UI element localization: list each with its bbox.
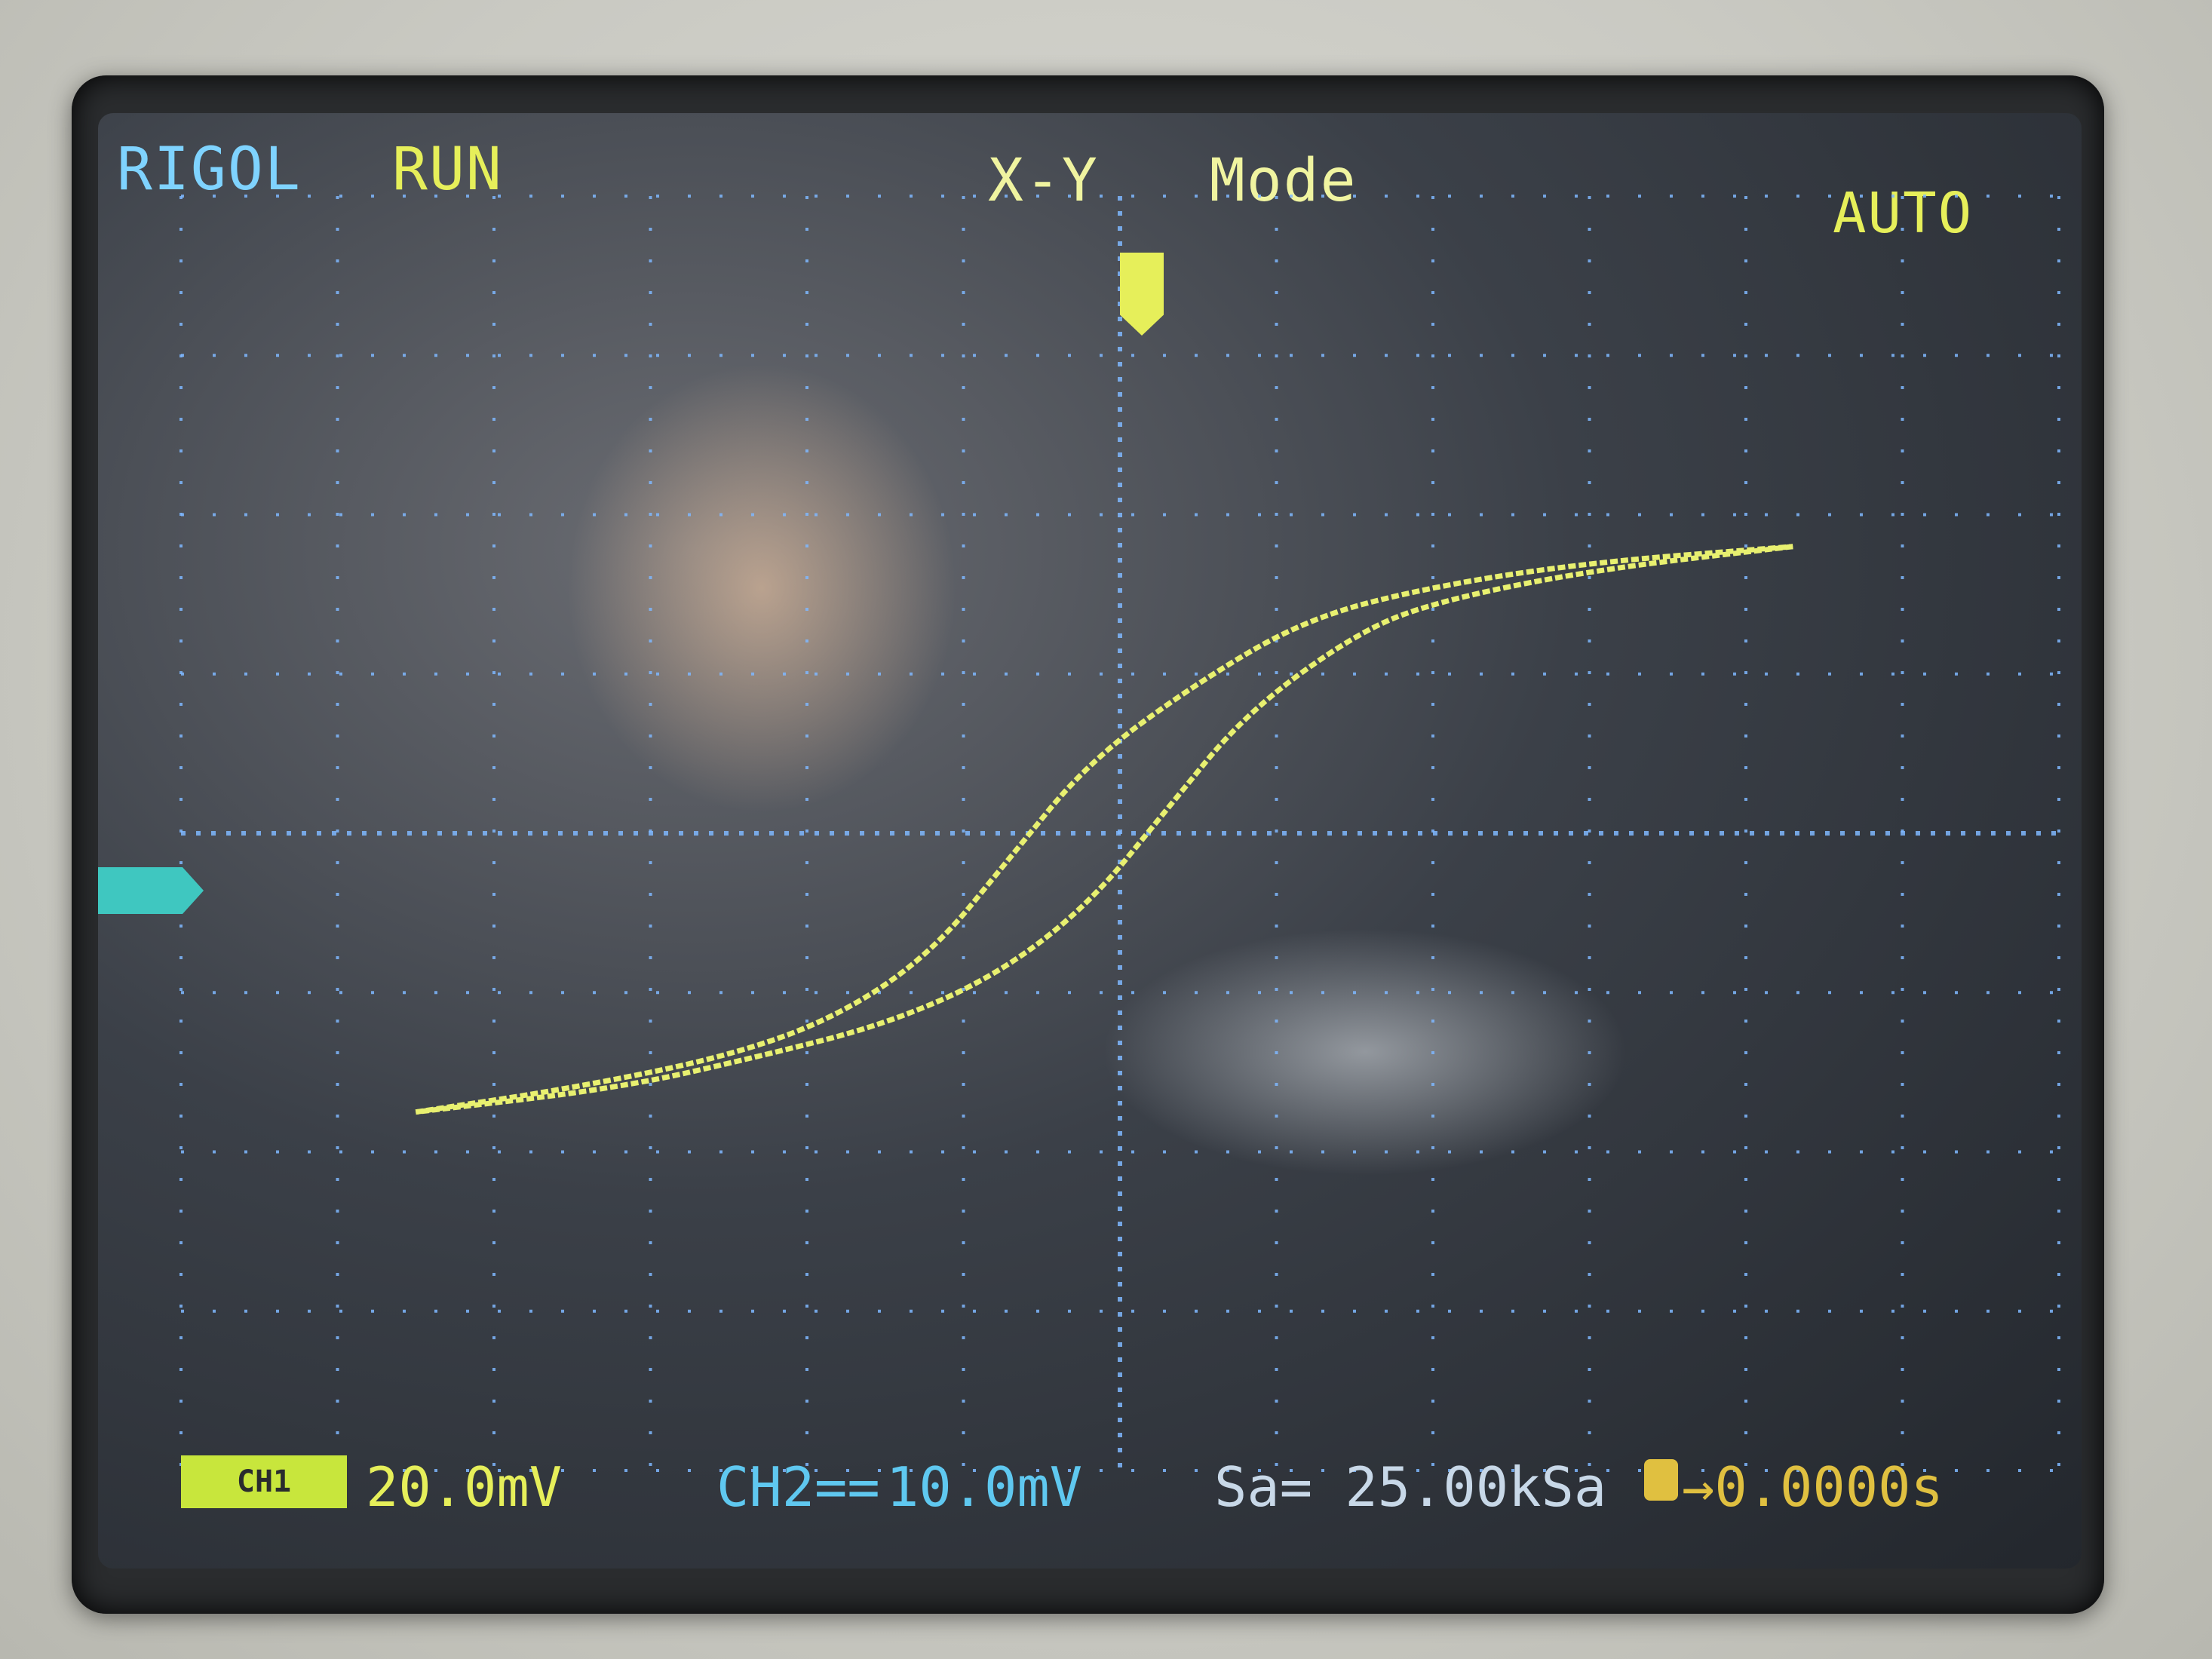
plot-area	[179, 195, 2060, 1472]
display-mode: X-Y Mode	[988, 147, 1358, 215]
sample-rate: Sa= 25.00kSa	[1214, 1455, 1607, 1519]
grid-lines	[179, 195, 2060, 1472]
trigger-offset: →0.0000s	[1682, 1455, 1944, 1519]
run-state: RUN	[392, 136, 503, 204]
trigger-mode: AUTO	[1833, 181, 1974, 246]
hysteresis-trace-lower	[415, 544, 1793, 1115]
ch1-badge: CH1	[181, 1455, 347, 1508]
ch1-scale: 20.0mV	[366, 1455, 563, 1519]
ch2-scale: 10.0mV	[886, 1455, 1083, 1519]
oscilloscope-screen: RIGOL RUN X-Y Mode AUTO CH1 20.0mV CH2==…	[98, 113, 2082, 1569]
ch2-label: CH2==	[716, 1455, 880, 1519]
ch2-level-marker-icon	[98, 867, 204, 914]
trace-group	[415, 544, 1793, 1115]
brand-label: RIGOL	[117, 136, 302, 204]
trigger-offset-icon	[1644, 1459, 1678, 1501]
hysteresis-trace-upper	[415, 544, 1793, 1115]
